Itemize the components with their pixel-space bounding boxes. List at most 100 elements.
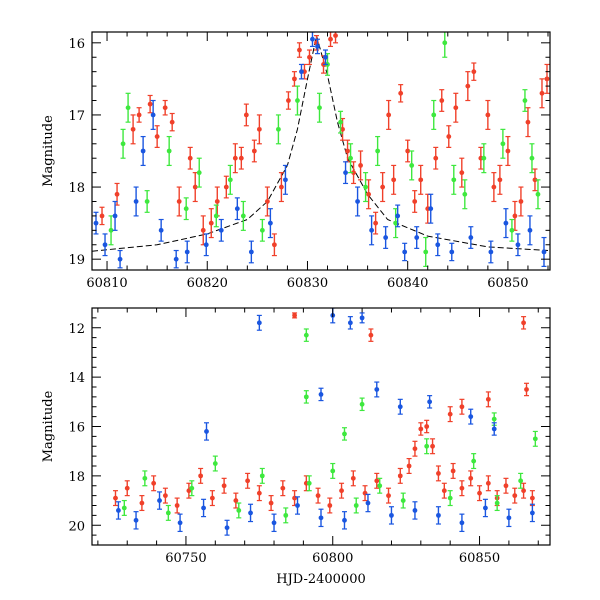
top-red-point <box>192 172 198 203</box>
data-point <box>451 177 457 183</box>
data-point <box>339 488 344 494</box>
bottom-green-point <box>359 397 365 412</box>
top-blue-point <box>488 240 494 264</box>
top-red-point <box>412 190 418 213</box>
data-point <box>303 332 309 338</box>
data-point <box>99 213 105 219</box>
top-red-point <box>398 84 404 103</box>
bottom-series-blue <box>115 308 535 536</box>
data-point <box>468 414 474 420</box>
bottom-blue-point <box>295 496 301 515</box>
top-green-point <box>409 150 415 181</box>
data-point <box>380 184 386 190</box>
bottom-red-point <box>441 482 447 499</box>
data-point <box>359 401 365 407</box>
data-point <box>433 155 439 161</box>
bottom-red-point <box>430 438 436 455</box>
bottom-red-point <box>386 487 392 504</box>
top-red-point <box>512 200 518 231</box>
bottom-red-point <box>450 462 456 479</box>
data-point <box>512 213 518 219</box>
bottom-x-tick-label: 60850 <box>459 551 500 566</box>
bottom-red-point <box>477 485 483 502</box>
top-y-tick-label: 17 <box>68 109 85 124</box>
bottom-red-point <box>315 487 321 504</box>
data-point <box>365 500 371 506</box>
data-point <box>468 475 474 481</box>
top-green-point <box>166 135 172 167</box>
data-point <box>353 503 359 508</box>
bottom-red-point <box>327 497 333 514</box>
data-point <box>196 170 202 176</box>
data-point <box>383 235 389 240</box>
data-point <box>512 493 518 499</box>
top-green-point <box>393 208 399 239</box>
top-red-point <box>386 99 392 130</box>
data-point <box>227 177 233 183</box>
top-red-point <box>251 139 257 163</box>
data-point <box>449 249 455 255</box>
data-point <box>147 101 153 107</box>
top-green-point <box>240 200 246 231</box>
top-blue-point <box>117 249 123 269</box>
top-blue-point <box>435 233 441 257</box>
data-point <box>412 508 418 513</box>
top-red-point <box>491 172 497 203</box>
data-point <box>515 242 521 248</box>
data-point <box>529 155 535 161</box>
data-point <box>541 249 547 255</box>
top-y-tick-label: 19 <box>68 253 85 268</box>
top-green-point <box>522 89 528 112</box>
top-green-point <box>259 218 265 242</box>
bottom-green-point <box>142 470 148 487</box>
top-series-green <box>108 32 541 267</box>
top-green-point <box>535 179 541 210</box>
top-red-point <box>518 186 524 217</box>
bottom-red-point <box>198 467 204 484</box>
data-point <box>431 112 437 118</box>
bottom-blue-point <box>224 519 230 536</box>
data-point <box>214 199 220 204</box>
data-point <box>303 394 309 400</box>
data-point <box>532 177 538 183</box>
data-point <box>468 235 474 240</box>
data-point <box>177 520 183 526</box>
bottom-red-point <box>406 457 412 475</box>
data-point <box>328 36 333 42</box>
bottom-blue-point <box>388 506 394 525</box>
top-blue-point <box>158 218 164 242</box>
top-green-point <box>375 135 381 167</box>
bottom-green-point <box>283 507 289 524</box>
top-red-point <box>187 146 193 170</box>
top-blue-point <box>355 186 361 217</box>
data-point <box>529 510 535 516</box>
top-red-point <box>232 143 238 174</box>
data-point <box>532 436 538 442</box>
data-point <box>200 227 206 233</box>
data-point <box>140 148 146 154</box>
data-point <box>442 40 448 46</box>
data-point <box>525 119 531 125</box>
bottom-red-point <box>418 422 424 436</box>
top-blue-point <box>309 32 315 48</box>
data-point <box>165 510 171 516</box>
data-point <box>218 227 224 233</box>
top-red-point <box>285 91 291 110</box>
bottom-blue-point <box>157 491 163 510</box>
top-blue-point <box>541 236 547 267</box>
data-point <box>248 249 254 255</box>
top-x-tick-label: 60850 <box>487 276 528 291</box>
bottom-red-point <box>468 470 474 487</box>
data-point <box>441 488 447 494</box>
data-point <box>446 134 452 139</box>
data-point <box>295 98 300 103</box>
data-point <box>412 446 418 452</box>
data-point <box>130 126 136 132</box>
top-green-point <box>213 204 219 228</box>
data-point <box>428 206 434 212</box>
data-point <box>418 426 424 432</box>
top-panel-axes: 60810 60820 60830 60840 60850 16 17 18 19 <box>68 32 550 291</box>
bottom-blue-point <box>115 501 121 520</box>
bottom-blue-point <box>347 316 353 330</box>
